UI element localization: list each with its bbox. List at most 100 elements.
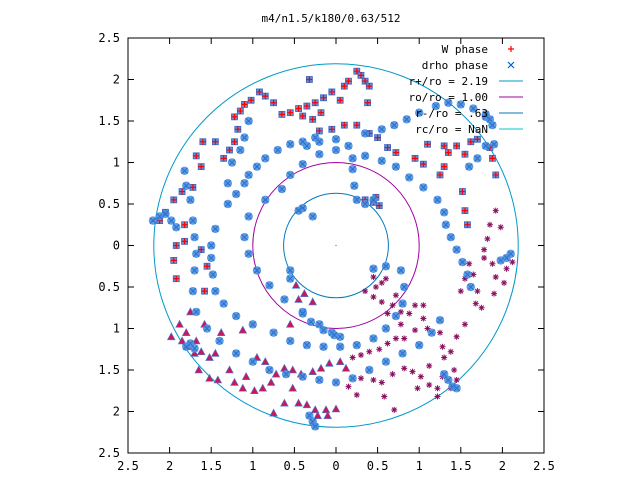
star-point [497,224,504,231]
drho-point [381,357,391,366]
legend-entry: W phase [442,43,514,56]
triangle-point [211,348,220,357]
drho-point [248,320,257,329]
triangle-point [205,352,214,361]
center-point [335,244,337,247]
drho-cross [332,135,340,143]
w-phase-plus [341,83,348,90]
drho-cross [212,287,219,295]
triangle-point [300,289,309,297]
w-phase-point [295,105,302,112]
w-phase-point [234,125,242,133]
star-point [384,340,391,347]
w-phase-plus [467,138,474,145]
star-point [509,259,516,266]
drho-cross [392,312,400,320]
w-phase-point [489,154,496,162]
triangle-point [269,408,278,417]
w-phase-point [199,138,207,146]
star-point [478,304,485,311]
drho-point [439,208,449,217]
drho-point [223,179,233,188]
triangle-point [258,383,268,392]
drho-point [188,216,198,225]
drho-cross [241,179,248,187]
y-tick-label: 1 [113,322,120,336]
drho-cross [382,262,390,270]
star-point [437,329,443,336]
star-point [401,365,408,372]
drho-point [350,181,359,190]
w-phase-point [336,96,344,104]
drho-point [446,233,456,242]
legend-entry: r-/ro = .63 [415,107,523,120]
drho-cross [295,207,302,214]
triangle-point [291,280,301,289]
chart-title: m4/n1.5/k180/0.63/512 [261,12,400,25]
w-phase-plus [241,101,248,108]
w-phase-plus [295,105,302,112]
drho-point [261,195,270,205]
triangle-point [323,411,332,419]
drho-cross [392,163,400,171]
drho-cross [232,312,240,320]
drho-cross [228,159,236,166]
y-tick-label: 2 [113,73,120,87]
star-point [481,254,488,261]
drho-cross [482,142,490,150]
legend-plus-marker [508,46,514,52]
w-phase-plus [424,141,431,148]
w-phase-point [172,275,180,283]
w-phase-plus [420,161,427,168]
w-phase-plus [366,83,373,90]
drho-point [330,330,339,340]
w-phase-point [270,99,278,107]
drho-cross [440,370,448,378]
star-point [441,354,448,361]
drho-point [315,320,324,329]
star-point [370,376,377,383]
triangle-point [341,363,351,372]
drho-point [240,179,249,188]
drho-cross [299,310,307,317]
drho-point [369,264,378,273]
drho-point [352,340,361,350]
w-phase-plus [170,196,177,203]
y-tick-label: 1.5 [98,114,120,128]
drho-point [319,325,328,335]
star-point [481,246,488,253]
drho-point [400,282,409,292]
w-phase-point [320,94,327,102]
legend-entry: rc/ro = NaN [415,123,523,136]
drho-point [240,233,249,242]
drho-cross [224,200,232,208]
drho-cross [167,217,175,224]
star-point [492,207,499,214]
drho-cross [457,101,465,108]
w-phase-plus [299,113,306,120]
w-phase-point [357,71,365,79]
drho-cross [400,283,408,291]
drho-cross [149,217,157,224]
w-phase-point [424,140,431,148]
drho-cross [447,233,455,241]
triangle-point [181,328,191,336]
drho-cross [253,267,261,274]
drho-point [219,299,228,308]
drho-cross [349,165,356,173]
w-phase-plus [262,93,269,100]
legend-x-marker [507,61,515,69]
drho-point [231,189,241,199]
star-point [370,274,377,281]
triangle-point [288,365,298,374]
star-point [370,293,377,300]
w-phase-point [474,135,481,143]
triangle-point [238,383,248,392]
drho-point [188,286,198,296]
w-phase-point [278,110,286,118]
w-phase-point [286,109,294,117]
drho-cross [266,281,273,289]
drho-point [369,195,378,205]
drho-point [439,369,449,379]
drho-cross [299,373,307,380]
